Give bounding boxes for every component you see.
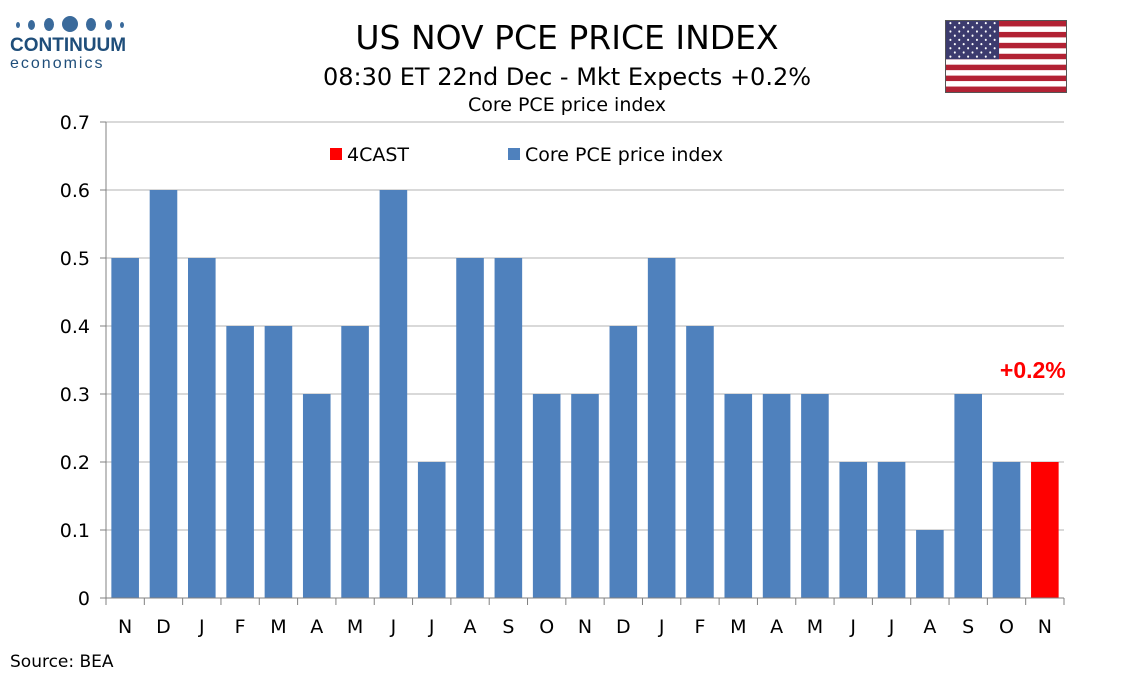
x-tick-label: J <box>658 616 665 638</box>
x-tick-label: J <box>390 616 397 638</box>
data-bar <box>302 394 331 598</box>
data-bar <box>762 394 791 598</box>
data-bar <box>494 258 523 598</box>
legend: 4CAST Core PCE price index <box>330 144 723 166</box>
x-tick-label: N <box>578 616 592 638</box>
source-note: Source: BEA <box>10 652 114 672</box>
data-bar <box>226 326 254 598</box>
data-bar <box>647 258 676 598</box>
data-bar <box>877 462 906 598</box>
x-tick-label: M <box>347 616 363 638</box>
chart-subtitle: 08:30 ET 22nd Dec - Mkt Expects +0.2% <box>322 63 812 91</box>
x-tick-label: N <box>1038 616 1052 638</box>
data-bar <box>111 258 139 598</box>
chart-series-caption: Core PCE price index <box>467 94 667 116</box>
x-tick-label: M <box>270 616 286 638</box>
x-tick-label: D <box>616 616 631 638</box>
data-bar <box>954 394 982 598</box>
x-tick-label: N <box>118 616 132 638</box>
y-tick-label: 0.6 <box>60 180 90 202</box>
forecast-annotation: +0.2% <box>1000 357 1066 383</box>
data-bar <box>571 394 599 598</box>
data-bar <box>839 462 868 598</box>
legend-swatch-series <box>508 148 520 160</box>
data-bar <box>801 394 829 598</box>
data-bar <box>686 326 714 598</box>
x-tick-label: F <box>235 616 246 638</box>
x-tick-label: A <box>923 616 936 638</box>
x-tick-label: J <box>428 616 435 638</box>
data-bar <box>532 394 561 598</box>
x-tick-label: M <box>730 616 746 638</box>
x-tick-label: A <box>310 616 323 638</box>
data-bar <box>916 530 944 598</box>
chart-title: US NOV PCE PRICE INDEX <box>355 18 779 57</box>
legend-label-4cast: 4CAST <box>347 144 409 166</box>
data-bar <box>149 190 178 598</box>
x-tick-label: S <box>502 616 514 638</box>
legend-swatch-4cast <box>330 148 342 160</box>
y-tick-label: 0.3 <box>60 384 90 406</box>
data-bar <box>188 258 216 598</box>
logo-word: CONTINUUM <box>10 35 127 56</box>
data-bar <box>724 394 753 598</box>
axes: 0 0.1 0.2 0.3 0.4 0.5 0.6 0.7 N D J F M A M J J A S O N D J F M A… <box>60 112 1066 638</box>
us-flag-icon <box>945 20 1067 93</box>
data-bar <box>264 326 293 598</box>
data-bar <box>992 462 1021 598</box>
y-tick-label: 0.5 <box>60 248 90 270</box>
x-tick-label: J <box>849 616 856 638</box>
data-bar <box>456 258 484 598</box>
y-tick-label: 0.4 <box>60 316 90 338</box>
bars <box>111 190 1059 598</box>
x-tick-label: J <box>198 616 205 638</box>
x-tick-label: A <box>770 616 783 638</box>
x-tick-label: A <box>464 616 477 638</box>
x-tick-label: O <box>539 616 554 638</box>
logo-dots-icon <box>10 14 135 34</box>
x-tick-label: D <box>156 616 171 638</box>
x-tick-label: O <box>999 616 1014 638</box>
data-bar <box>417 462 446 598</box>
x-tick-label: J <box>888 616 895 638</box>
y-tick-label: 0 <box>78 588 90 610</box>
x-tick-label: M <box>807 616 823 638</box>
y-tick-label: 0.1 <box>60 520 90 542</box>
logo-sub: economics <box>10 55 105 72</box>
continuum-logo: CONTINUUM economics <box>10 14 135 72</box>
legend-label-series: Core PCE price index <box>525 144 723 166</box>
y-tick-label: 0.7 <box>60 112 90 134</box>
data-bar <box>379 190 408 598</box>
x-tick-label: S <box>962 616 974 638</box>
forecast-bar <box>1031 462 1059 598</box>
y-tick-label: 0.2 <box>60 452 90 474</box>
x-tick-label: F <box>694 616 705 638</box>
data-bar <box>609 326 638 598</box>
data-bar <box>341 326 369 598</box>
